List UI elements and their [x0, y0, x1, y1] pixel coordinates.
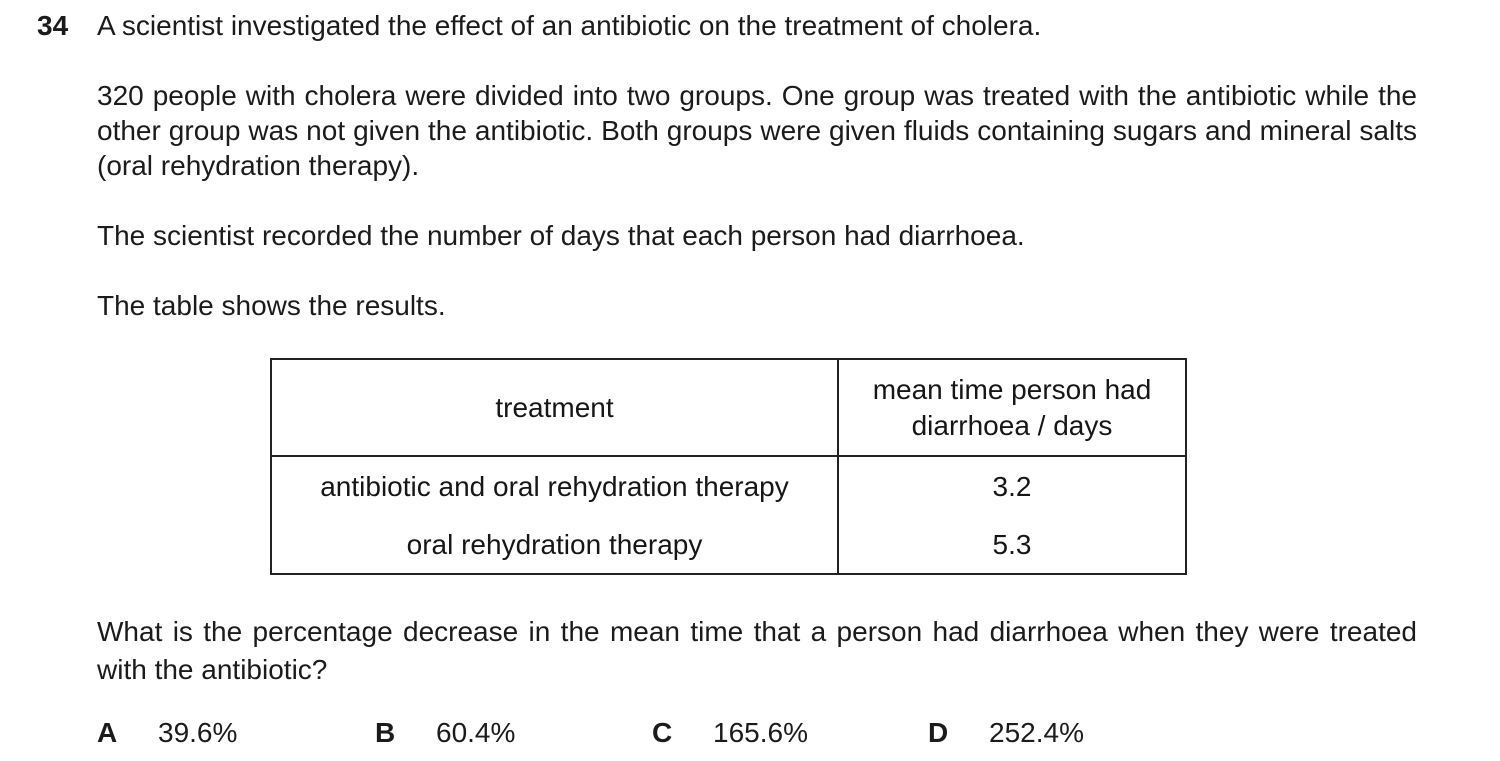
option-a-value: 39.6%: [158, 717, 238, 748]
option-b-letter: B: [375, 717, 396, 748]
paragraph-table-intro: The table shows the results.: [97, 290, 446, 321]
mean-time-cell: 3.2: [837, 455, 1187, 515]
answer-options: A 39.6% B 60.4% C 165.6% D 252.4%: [97, 715, 1417, 751]
column-header-mean-time-line1: mean time person had: [872, 373, 1152, 405]
option-b-value: 60.4%: [436, 717, 516, 748]
option-d: D 252.4%: [928, 715, 1084, 750]
table-row: oral rehydration therapy 5.3: [270, 515, 1187, 575]
paragraph-groups: 320 people with cholera were divided int…: [97, 80, 1417, 181]
option-b: B 60.4%: [375, 715, 515, 750]
column-header-mean-time-line2: diarrhoea / days: [911, 409, 1113, 441]
paragraph-recorded: The scientist recorded the number of day…: [97, 220, 1025, 251]
question-prompt: What is the percentage decrease in the m…: [97, 616, 1417, 685]
question-content: A scientist investigated the effect of a…: [97, 8, 1417, 751]
option-c: C 165.6%: [652, 715, 808, 750]
treatment-cell: oral rehydration therapy: [270, 515, 839, 575]
question-number: 34: [37, 10, 69, 41]
mean-time-cell: 5.3: [837, 515, 1187, 575]
option-a: A 39.6%: [97, 715, 237, 750]
table-header-row: treatment mean time person had diarrhoea…: [270, 358, 1187, 457]
treatment-cell: antibiotic and oral rehydration therapy: [270, 455, 839, 515]
table-row: antibiotic and oral rehydration therapy …: [270, 455, 1187, 515]
results-table: treatment mean time person had diarrhoea…: [270, 358, 1187, 575]
column-header-treatment: treatment: [270, 358, 839, 457]
results-table-wrap: treatment mean time person had diarrhoea…: [270, 358, 1417, 575]
option-c-value: 165.6%: [713, 717, 808, 748]
option-d-value: 252.4%: [989, 717, 1084, 748]
option-a-letter: A: [97, 717, 118, 748]
option-c-letter: C: [652, 717, 673, 748]
column-header-mean-time: mean time person had diarrhoea / days: [837, 358, 1187, 457]
option-d-letter: D: [928, 717, 949, 748]
question-intro-text: A scientist investigated the effect of a…: [97, 10, 1042, 41]
